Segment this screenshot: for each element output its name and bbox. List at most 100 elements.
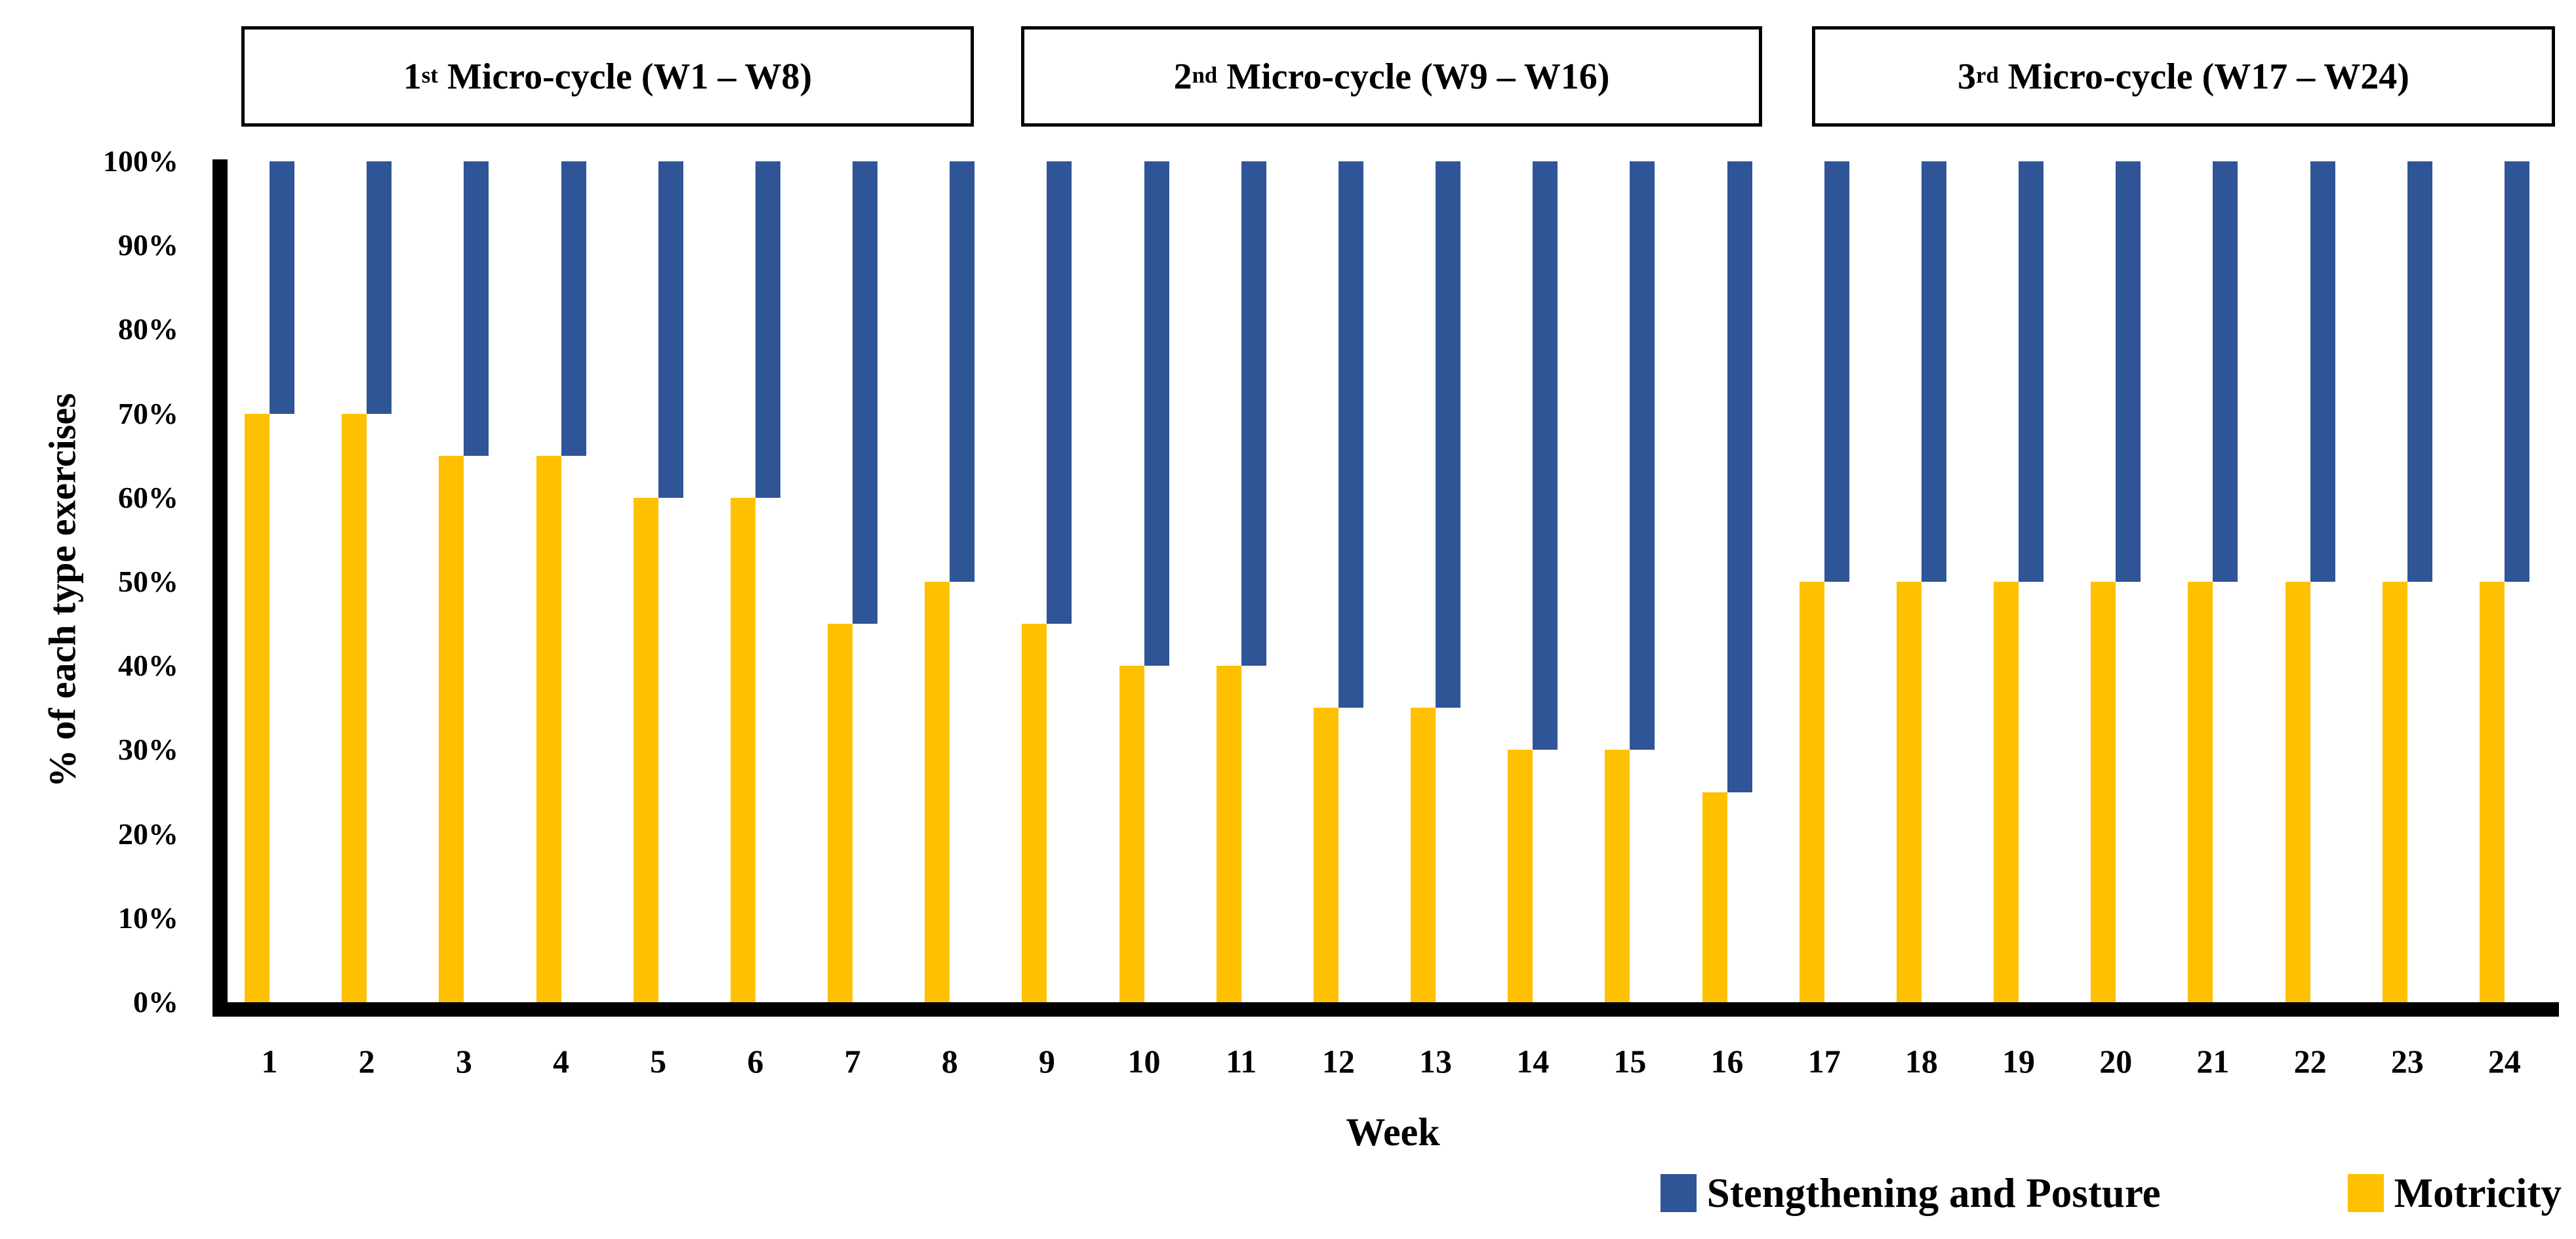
bar-motricity-week-17 (1799, 582, 1824, 1002)
x-tick-label-week-4: 4 (553, 1043, 569, 1080)
bar-strengthening-posture-week-1 (270, 161, 294, 414)
x-axis-line (212, 1002, 2559, 1017)
y-tick-label-80: 80% (118, 312, 178, 346)
x-tick-label-week-20: 20 (2099, 1043, 2133, 1080)
bar-strengthening-posture-week-9 (1047, 161, 1072, 624)
y-axis-line (212, 159, 228, 1017)
y-tick-label-70: 70% (118, 396, 178, 430)
legend-item-strengthening-posture: Stengthening and Posture (1660, 1169, 2161, 1217)
bar-motricity-week-18 (1896, 582, 1922, 1002)
legend-item-motricity: Motricity (2347, 1169, 2562, 1217)
x-tick-label-week-2: 2 (358, 1043, 375, 1080)
x-tick-label-week-11: 11 (1226, 1043, 1257, 1080)
x-tick-label-week-19: 19 (2002, 1043, 2036, 1080)
y-tick-label-0: 0% (133, 985, 178, 1019)
bar-motricity-week-23 (2382, 582, 2407, 1002)
bar-motricity-week-20 (2091, 582, 2116, 1002)
legend-label-motricity: Motricity (2394, 1169, 2562, 1216)
bar-strengthening-posture-week-13 (1436, 161, 1461, 708)
bar-strengthening-posture-week-2 (367, 161, 392, 414)
micro-cycle-1-number: 1 (403, 56, 422, 97)
bar-strengthening-posture-week-5 (658, 161, 683, 498)
x-tick-label-week-18: 18 (1904, 1043, 1938, 1080)
bar-motricity-week-2 (342, 413, 367, 1002)
bar-motricity-week-3 (439, 455, 464, 1002)
bar-motricity-week-24 (2479, 582, 2505, 1002)
x-tick-label-week-23: 23 (2390, 1043, 2424, 1080)
legend: Stengthening and Posture Motricity (1660, 1164, 2562, 1223)
micro-cycle-2-label: Micro-cycle (W9 – W16) (1217, 56, 1610, 97)
x-tick-label-week-10: 10 (1127, 1043, 1161, 1080)
bar-strengthening-posture-week-15 (1630, 161, 1655, 750)
bar-strengthening-posture-week-12 (1338, 161, 1363, 708)
x-tick-label-week-24: 24 (2487, 1043, 2521, 1080)
bar-motricity-week-21 (2188, 582, 2213, 1002)
y-tick-label-40: 40% (118, 649, 178, 683)
bar-motricity-week-11 (1216, 666, 1241, 1002)
bar-motricity-week-22 (2285, 582, 2310, 1002)
x-tick-label-week-12: 12 (1321, 1043, 1355, 1080)
bar-strengthening-posture-week-22 (2310, 161, 2335, 582)
legend-label-strengthening-posture: Stengthening and Posture (1706, 1169, 2161, 1216)
bar-motricity-week-4 (536, 455, 561, 1002)
x-tick-label-week-17: 17 (1807, 1043, 1841, 1080)
bar-strengthening-posture-week-4 (561, 161, 586, 456)
bar-strengthening-posture-week-21 (2213, 161, 2238, 582)
y-tick-label-20: 20% (118, 817, 178, 851)
bar-strengthening-posture-week-8 (950, 161, 975, 582)
x-tick-label-week-13: 13 (1419, 1043, 1453, 1080)
bar-strengthening-posture-week-18 (1921, 161, 1946, 582)
x-axis-title: Week (1346, 1110, 1440, 1154)
micro-cycle-3-number: 3 (1958, 56, 1977, 97)
micro-cycle-2-number: 2 (1173, 56, 1192, 97)
bar-motricity-week-1 (245, 413, 270, 1002)
y-tick-label-90: 90% (118, 228, 178, 262)
x-tick-label-week-3: 3 (455, 1043, 472, 1080)
bar-motricity-week-16 (1702, 792, 1727, 1002)
x-tick-label-week-15: 15 (1613, 1043, 1647, 1080)
bar-motricity-week-19 (1994, 582, 2019, 1002)
bar-motricity-week-6 (730, 497, 755, 1002)
x-tick-label-week-1: 1 (261, 1043, 278, 1080)
x-tick-label-week-16: 16 (1710, 1043, 1744, 1080)
bar-motricity-week-15 (1605, 750, 1630, 1002)
x-tick-label-week-5: 5 (650, 1043, 667, 1080)
x-tick-label-week-6: 6 (747, 1043, 764, 1080)
bar-strengthening-posture-week-20 (2116, 161, 2141, 582)
x-tick-label-week-9: 9 (1038, 1043, 1055, 1080)
bar-strengthening-posture-week-11 (1241, 161, 1266, 666)
micro-cycle-1-ordinal: st (421, 62, 438, 88)
micro-cycle-3-label: Micro-cycle (W17 – W24) (1998, 56, 2409, 97)
bar-motricity-week-10 (1119, 666, 1144, 1002)
bar-motricity-week-5 (633, 497, 658, 1002)
x-tick-label-week-22: 22 (2293, 1043, 2327, 1080)
bar-strengthening-posture-week-14 (1533, 161, 1558, 750)
bar-motricity-week-7 (828, 624, 853, 1002)
bar-motricity-week-14 (1508, 750, 1533, 1002)
bar-strengthening-posture-week-17 (1824, 161, 1849, 582)
bar-motricity-week-12 (1313, 708, 1338, 1002)
bar-strengthening-posture-week-24 (2504, 161, 2529, 582)
micro-cycle-2-ordinal: nd (1192, 62, 1218, 88)
y-tick-label-30: 30% (118, 733, 178, 767)
bar-strengthening-posture-week-7 (853, 161, 878, 624)
bar-strengthening-posture-week-19 (2019, 161, 2044, 582)
bar-strengthening-posture-week-16 (1727, 161, 1752, 792)
micro-cycle-1-label: Micro-cycle (W1 – W8) (437, 56, 813, 97)
y-tick-label-60: 60% (118, 480, 178, 514)
bar-strengthening-posture-week-23 (2407, 161, 2432, 582)
micro-cycle-3-ordinal: rd (1976, 62, 1999, 88)
x-tick-label-week-8: 8 (941, 1043, 958, 1080)
bar-strengthening-posture-week-10 (1144, 161, 1169, 666)
legend-swatch-strengthening-posture (1660, 1174, 1697, 1212)
x-tick-label-week-21: 21 (2196, 1043, 2230, 1080)
y-tick-label-10: 10% (118, 901, 178, 935)
legend-swatch-motricity (2347, 1174, 2384, 1212)
y-tick-label-100: 100% (103, 144, 178, 178)
x-tick-label-week-7: 7 (844, 1043, 861, 1080)
bar-motricity-week-9 (1022, 624, 1047, 1002)
